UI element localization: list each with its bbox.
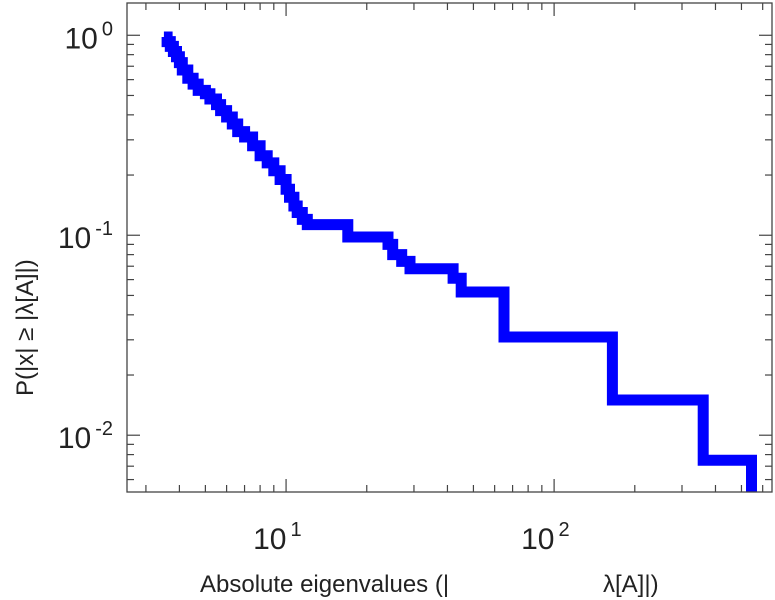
y-tick-label--2: 10 -2 — [58, 418, 113, 455]
x-axis-title: Absolute eigenvalues (| — [200, 571, 449, 598]
series-line-0 — [161, 31, 757, 492]
tick-layer — [127, 3, 772, 492]
plot-frame — [126, 2, 773, 493]
y-axis-title: P(|x| ≥ |λ[A]|) — [12, 259, 39, 396]
y-tick-label-0: 10 0 — [65, 18, 114, 55]
y-tick-label--1: 10 -1 — [58, 218, 113, 255]
series-layer — [161, 31, 757, 492]
x-axis-title-symbol: λ[A]|) — [603, 571, 659, 598]
label-layer: 10 1 10 2 10 0 10 -1 10 -2 — [58, 18, 570, 556]
x-tick-label-1: 10 1 — [253, 519, 302, 556]
x-tick-label-2: 10 2 — [521, 519, 570, 556]
